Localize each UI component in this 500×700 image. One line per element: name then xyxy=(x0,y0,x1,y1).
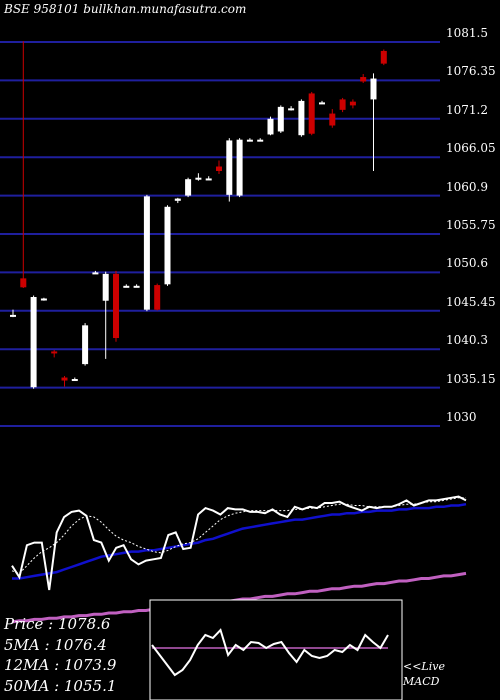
macd-line xyxy=(151,628,389,677)
macd-title: MACD xyxy=(403,675,440,688)
price-tick-label: 1045.45 xyxy=(446,294,496,309)
candle-body-up xyxy=(133,285,140,288)
ma50-stat-name: 50MA xyxy=(4,677,50,695)
candle-body-down xyxy=(339,99,346,110)
price-tick-label: 1076.35 xyxy=(446,64,496,79)
candle-body-up xyxy=(226,140,233,195)
candle-body-up xyxy=(185,179,192,196)
candle-body-up xyxy=(267,118,274,135)
price-tick-label: 1040.3 xyxy=(446,333,488,348)
candle-body-up xyxy=(40,298,47,301)
price-tick-label: 1066.05 xyxy=(446,141,496,156)
price-tick-label: 1050.6 xyxy=(446,256,488,271)
macd-panel xyxy=(149,599,403,700)
candle-body-up xyxy=(92,272,99,275)
candle-body-up xyxy=(277,106,284,132)
candle-body-up xyxy=(143,196,150,310)
ma5-stat-name: 5MA xyxy=(4,636,40,654)
candle-body-down xyxy=(154,285,161,310)
candle-body-up xyxy=(174,198,181,201)
ma50-stat: 50MA : 1055.1 xyxy=(4,677,117,695)
candle-body-up xyxy=(10,314,16,317)
candle-body-down xyxy=(61,377,68,381)
price-tick-label: 1081.5 xyxy=(446,26,488,40)
ma5-stat-value: 1076.4 xyxy=(54,636,107,654)
candle-body-up xyxy=(195,177,202,180)
price-line xyxy=(11,495,467,591)
candlesticks xyxy=(10,41,387,389)
candle-body-up xyxy=(30,297,37,388)
candle-body-up xyxy=(288,108,295,111)
candle-body-down xyxy=(20,278,27,288)
candle-body-up xyxy=(319,102,325,105)
ma12-stat-name: 12MA xyxy=(4,656,50,674)
price-tick-label: 1055.75 xyxy=(446,218,496,232)
candle-body-up xyxy=(236,139,243,196)
price-gridlines xyxy=(0,41,440,427)
ma12-stat-value: 1073.9 xyxy=(63,656,117,674)
candle-body-down xyxy=(216,166,222,171)
candle-body-down xyxy=(380,50,387,64)
candle-body-down xyxy=(349,101,356,106)
candle-body-up xyxy=(205,178,212,181)
candle-body-up xyxy=(82,325,89,365)
price-tick-label: 1071.2 xyxy=(446,102,488,117)
price-tick-label: 1035.15 xyxy=(446,371,496,386)
candle-body-down xyxy=(113,273,119,339)
candle-body-up xyxy=(71,379,78,382)
candle-body-down xyxy=(51,351,58,354)
ma12-line xyxy=(12,502,467,580)
candle-body-down xyxy=(308,93,315,134)
candle-body-up xyxy=(102,273,109,301)
price-tick-label: 1030 xyxy=(446,410,477,424)
price-tick-label: 1060.9 xyxy=(446,179,488,194)
candle-body-up xyxy=(370,78,377,100)
candle-body-up xyxy=(298,100,305,136)
candle-body-down xyxy=(360,77,367,82)
macd-box xyxy=(149,599,403,700)
ma12-stat: 12MA : 1073.9 xyxy=(4,656,117,674)
candle-body-up xyxy=(164,206,171,285)
macd-live-label: <<Live xyxy=(403,660,445,673)
candle-body-up xyxy=(246,139,253,142)
chart-watermark: BSE 958101 bullkhan.munafasutra.com xyxy=(4,2,247,16)
price-stat-value: 1078.6 xyxy=(57,615,111,633)
candle-body-up xyxy=(123,285,130,288)
price-stat-name: Price xyxy=(4,615,44,633)
price-stat: Price : 1078.6 xyxy=(4,615,111,633)
candle-body-down xyxy=(329,113,336,126)
ma50-stat-value: 1055.1 xyxy=(63,677,117,695)
ma5-stat: 5MA : 1076.4 xyxy=(4,636,107,654)
candle-body-up xyxy=(257,139,264,142)
